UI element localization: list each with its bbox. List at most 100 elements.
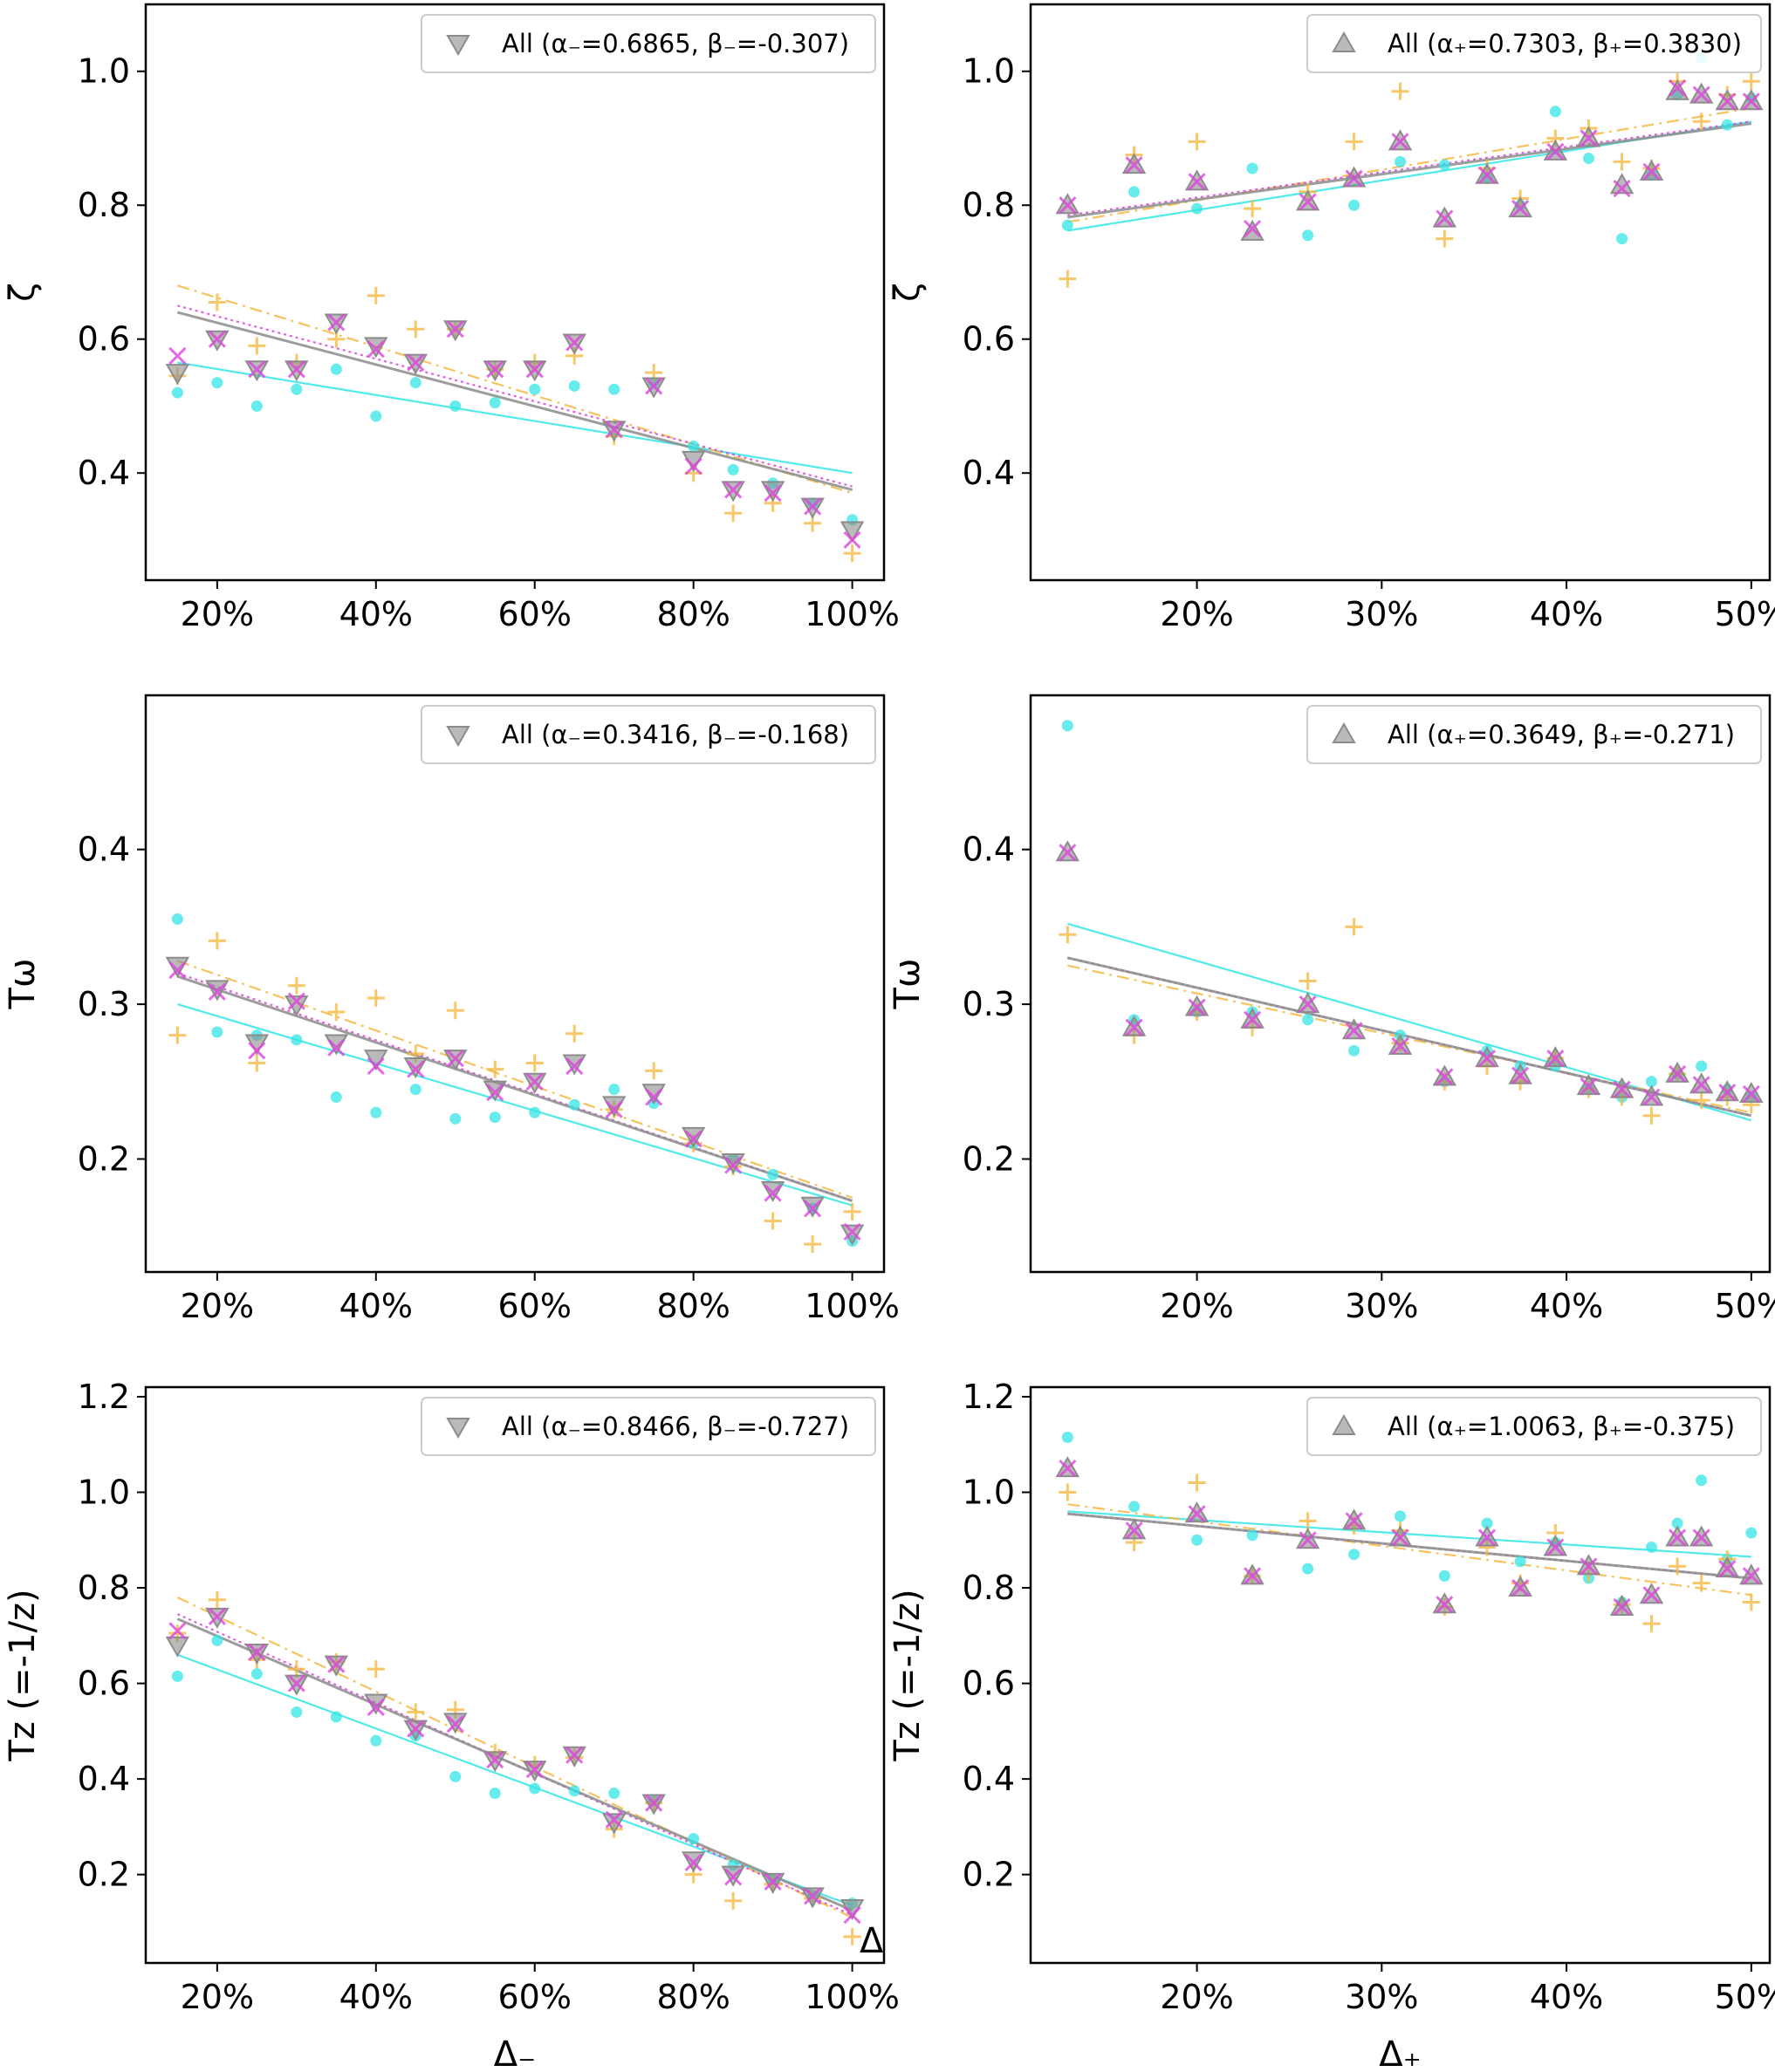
y-tick-label: 0.8 [78,186,130,224]
y-axis-label: Tz (=-1/z) [888,1589,928,1761]
plot-frame [1029,3,1772,582]
data-point-magenta [168,961,187,980]
data-point-cyan [409,1084,421,1096]
chart-zeta-plus: 20% 30% 40% 50% 0.4 0.6 0.8 1.0 ζ All (α₊=0.7303,… [888,3,1775,633]
data-point-cyan [688,441,700,453]
x-tick-label: 60% [498,595,572,633]
legend-marker-icon [446,35,470,57]
legend-marker-icon [446,726,470,748]
y-tick-label: 0.3 [963,985,1015,1023]
fit-line-orange [176,1597,853,1918]
data-point-orange [168,1026,187,1044]
data-point-cyan [1246,1529,1258,1542]
data-point-all [641,1084,666,1105]
data-point-cyan [1696,1060,1708,1072]
data-point-magenta [248,360,266,379]
data-point-cyan [291,1706,303,1718]
plot-frame [1029,1385,1772,1965]
data-point-orange [1059,926,1077,944]
plot-frame [144,1385,886,1965]
data-point-cyan [1696,1474,1708,1487]
data-point-magenta [1642,1586,1661,1604]
y-tick-label: 1.0 [78,52,130,91]
data-point-magenta [1692,1528,1710,1547]
data-point-magenta [1580,129,1598,147]
data-point-all [165,1636,190,1658]
data-point-magenta [1669,79,1687,97]
data-point-cyan [409,377,421,389]
data-point-magenta [208,1607,226,1625]
data-point-orange [565,1024,584,1043]
data-point-magenta [1436,209,1454,228]
chart-tz-minus: 20% 40% 60% 80% 100% 0.2 0.4 0.6 0.8 1.0 1.2 Tz (=-… [3,1378,900,2072]
x-tick-label: 20% [1160,595,1233,633]
data-point-orange [1436,229,1454,248]
data-point-cyan [1514,1556,1526,1568]
x-tick-label: 80% [656,1978,730,2016]
data-point-magenta [1391,1036,1409,1056]
data-point-cyan [1745,1527,1758,1539]
data-point-magenta [367,1698,385,1717]
data-point-orange [724,1891,743,1910]
data-point-orange [1299,972,1317,990]
data-point-cyan [1348,1549,1360,1561]
data-point-all [1240,219,1264,241]
data-point-cyan [1128,1501,1141,1513]
data-point-cyan [1549,106,1561,118]
data-point-magenta [1718,1084,1737,1102]
data-point-cyan [1128,186,1141,198]
fit-line-orange [1067,1503,1751,1597]
data-point-orange [1188,1474,1206,1492]
data-point-magenta [486,360,504,379]
chart-tomega-plus: 20% 30% 40% 50% 0.2 0.3 0.4 Tω All (α₊=0.3649, β… [888,694,1775,1325]
y-tick-label: 0.2 [78,1139,130,1178]
fit-line-all [1067,956,1752,1118]
plot-frame [144,3,886,582]
fit-line-magenta [177,304,853,488]
data-point-cyan [211,1026,223,1038]
data-point-magenta [605,1100,623,1118]
data-point-orange [764,1212,782,1230]
data-point-magenta [1511,1578,1530,1597]
data-point-cyan [568,1098,580,1111]
x-tick-label: 40% [339,595,413,633]
x-tick-label: 100% [805,1978,900,2016]
data-point-all [165,956,190,978]
data-point-cyan [568,1785,580,1797]
y-axis-label: ζ [3,283,43,302]
data-point-magenta [565,1746,584,1764]
data-point-magenta [1125,1018,1143,1036]
data-point-orange [1188,133,1206,151]
y-tick-label: 0.4 [963,831,1015,869]
data-point-cyan [1582,153,1594,165]
x-tick-label: 20% [181,595,254,633]
data-point-cyan [1671,1517,1683,1529]
data-point-magenta [645,1088,663,1106]
data-point-magenta [446,320,464,338]
legend-label: All (α₊=1.0063, β₊=-0.375) [1388,1412,1735,1441]
data-point-magenta [1059,1460,1077,1478]
data-point-orange [486,1060,504,1078]
x-tick-label: 80% [656,1287,730,1325]
data-point-orange [1692,1574,1710,1592]
data-point-cyan [1061,1432,1073,1444]
data-point-magenta [1477,1050,1497,1068]
data-point-magenta [565,333,584,352]
data-point-magenta [287,360,305,379]
data-point-all [840,1224,865,1246]
y-tick-label: 0.2 [963,1139,1015,1178]
data-point-cyan [1348,1044,1360,1057]
data-point-magenta [1125,156,1143,174]
data-point-cyan [1061,219,1073,231]
data-point-magenta [1436,1068,1454,1086]
data-point-cyan [489,1788,501,1800]
data-point-orange [367,1660,385,1679]
legend-label: All (α₋=0.3416, β₋=-0.168) [502,720,849,749]
x-tick-label: 80% [656,595,730,633]
data-point-orange [208,932,226,950]
data-point-magenta [446,1715,464,1734]
data-point-magenta [407,1060,425,1078]
data-point-cyan [1191,1534,1203,1546]
y-tick-label: 0.4 [78,1760,130,1798]
data-point-magenta [764,484,782,503]
